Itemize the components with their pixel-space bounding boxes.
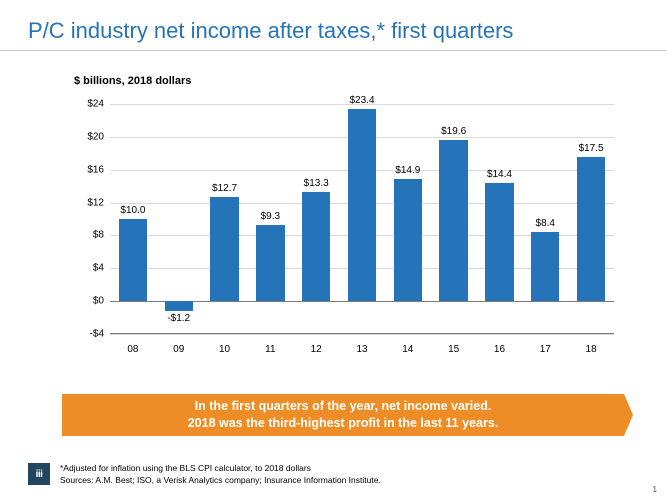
callout-line2: 2018 was the third-highest profit in the… <box>62 415 624 432</box>
footnotes: *Adjusted for inflation using the BLS CP… <box>60 463 381 486</box>
bar-value-label: $8.4 <box>536 218 555 229</box>
bar-value-label: $10.0 <box>120 205 145 216</box>
bar-value-label: $17.5 <box>579 143 604 154</box>
title-bar: P/C industry net income after taxes,* fi… <box>0 0 667 51</box>
callout-line1: In the first quarters of the year, net i… <box>62 398 624 415</box>
bar <box>485 183 513 301</box>
page-title: P/C industry net income after taxes,* fi… <box>28 18 639 44</box>
x-tick-label: 11 <box>265 344 275 355</box>
y-tick-label: $24 <box>74 99 104 110</box>
bar-value-label: -$1.2 <box>167 313 190 324</box>
footnote-2: Sources: A.M. Best; ISO, a Verisk Analyt… <box>60 475 381 486</box>
gridline <box>110 334 614 335</box>
bar-value-label: $12.7 <box>212 183 237 194</box>
bar <box>531 232 559 301</box>
bar <box>302 192 330 301</box>
bar <box>210 197 238 301</box>
x-tick-label: 13 <box>356 344 367 355</box>
x-tick-label: 12 <box>311 344 322 355</box>
page-number: 1 <box>653 485 657 494</box>
bar <box>256 225 284 301</box>
bar <box>165 301 193 311</box>
x-tick-label: 14 <box>402 344 413 355</box>
bar-value-label: $13.3 <box>304 178 329 189</box>
bar <box>119 219 147 301</box>
y-tick-label: $20 <box>74 131 104 142</box>
y-tick-label: $16 <box>74 164 104 175</box>
y-tick-label: $8 <box>74 230 104 241</box>
bar <box>394 179 422 301</box>
bar <box>577 157 605 301</box>
y-tick-label: $4 <box>74 263 104 274</box>
bar-chart: -$4$0$4$8$12$16$20$24$10.008-$1.209$12.7… <box>74 104 614 368</box>
bar-value-label: $14.4 <box>487 169 512 180</box>
x-tick-label: 08 <box>127 344 138 355</box>
x-tick-label: 18 <box>586 344 597 355</box>
plot-area: -$4$0$4$8$12$16$20$24$10.008-$1.209$12.7… <box>110 104 614 334</box>
y-tick-label: $12 <box>74 197 104 208</box>
x-tick-label: 17 <box>540 344 551 355</box>
bar-value-label: $14.9 <box>395 165 420 176</box>
bar <box>348 109 376 301</box>
chart-subtitle: $ billions, 2018 dollars <box>0 51 667 87</box>
x-tick-label: 09 <box>173 344 184 355</box>
bar <box>439 140 467 301</box>
callout-banner: In the first quarters of the year, net i… <box>62 394 624 436</box>
x-tick-label: 10 <box>219 344 230 355</box>
bar-value-label: $23.4 <box>349 95 374 106</box>
footnote-1: *Adjusted for inflation using the BLS CP… <box>60 463 381 474</box>
iii-logo-icon: iii <box>28 463 50 485</box>
y-tick-label: $0 <box>74 296 104 307</box>
footer: iii *Adjusted for inflation using the BL… <box>28 463 381 486</box>
bar-value-label: $19.6 <box>441 126 466 137</box>
y-tick-label: -$4 <box>74 329 104 340</box>
x-tick-label: 16 <box>494 344 505 355</box>
x-tick-label: 15 <box>448 344 459 355</box>
bar-value-label: $9.3 <box>261 211 280 222</box>
